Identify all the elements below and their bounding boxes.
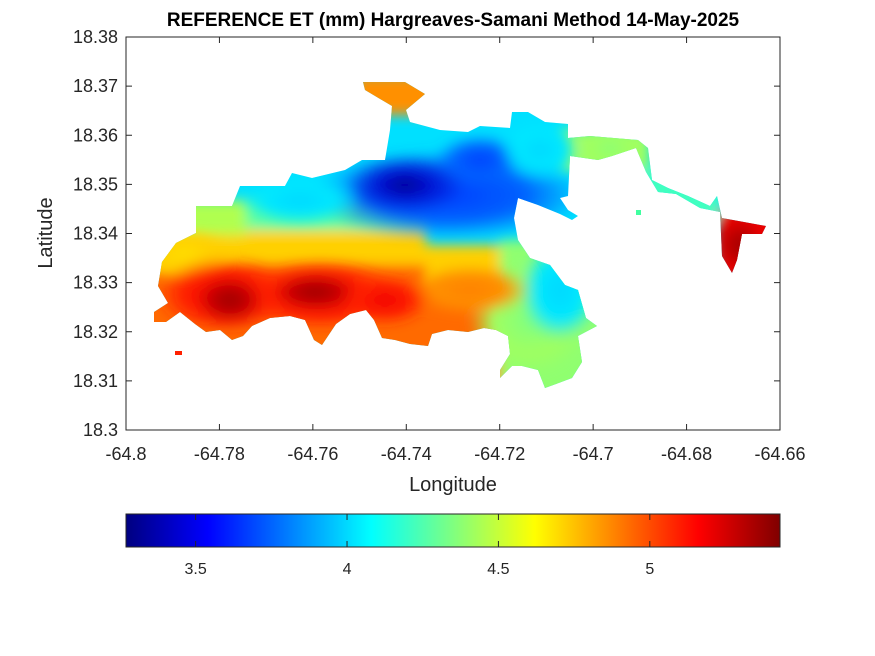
y-tick-label: 18.37: [73, 76, 118, 96]
y-tick-label: 18.35: [73, 174, 118, 194]
colorbar-tick-label: 5: [645, 561, 654, 578]
x-tick-label: -64.76: [287, 444, 338, 464]
y-tick-label: 18.31: [73, 371, 118, 391]
x-tick-label: -64.7: [573, 444, 614, 464]
x-tick-label: -64.68: [661, 444, 712, 464]
y-tick-label: 18.38: [73, 27, 118, 47]
y-axis-label: Latitude: [35, 197, 57, 268]
x-axis: -64.8 -64.78 -64.76 -64.74 -64.72 -64.7 -64.68…: [105, 37, 806, 464]
x-tick-label: -64.66: [754, 444, 805, 464]
islet: [636, 210, 641, 215]
x-tick-label: -64.8: [105, 444, 146, 464]
y-tick-label: 18.3: [83, 420, 118, 440]
x-tick-label: -64.72: [474, 444, 525, 464]
y-tick-label: 18.34: [73, 224, 118, 244]
colorbar-ticks: 3.5 4 4.5 5: [185, 514, 654, 578]
colorbar-tick-label: 4: [343, 561, 352, 578]
x-axis-label: Longitude: [409, 474, 497, 496]
islet: [175, 351, 182, 355]
y-tick-label: 18.36: [73, 125, 118, 145]
y-tick-label: 18.32: [73, 322, 118, 342]
x-tick-label: -64.74: [381, 444, 432, 464]
colorbar-tick-label: 3.5: [185, 561, 207, 578]
colorbar: [125, 513, 781, 548]
x-tick-label: -64.78: [194, 444, 245, 464]
colorbar-tick-label: 4.5: [487, 561, 509, 578]
y-axis: 18.3 18.31 18.32 18.33 18.34 18.35 18.36 18.37 1…: [73, 27, 780, 440]
y-tick-label: 18.33: [73, 273, 118, 293]
chart-title: REFERENCE ET (mm) Hargreaves-Samani Meth…: [167, 10, 740, 31]
